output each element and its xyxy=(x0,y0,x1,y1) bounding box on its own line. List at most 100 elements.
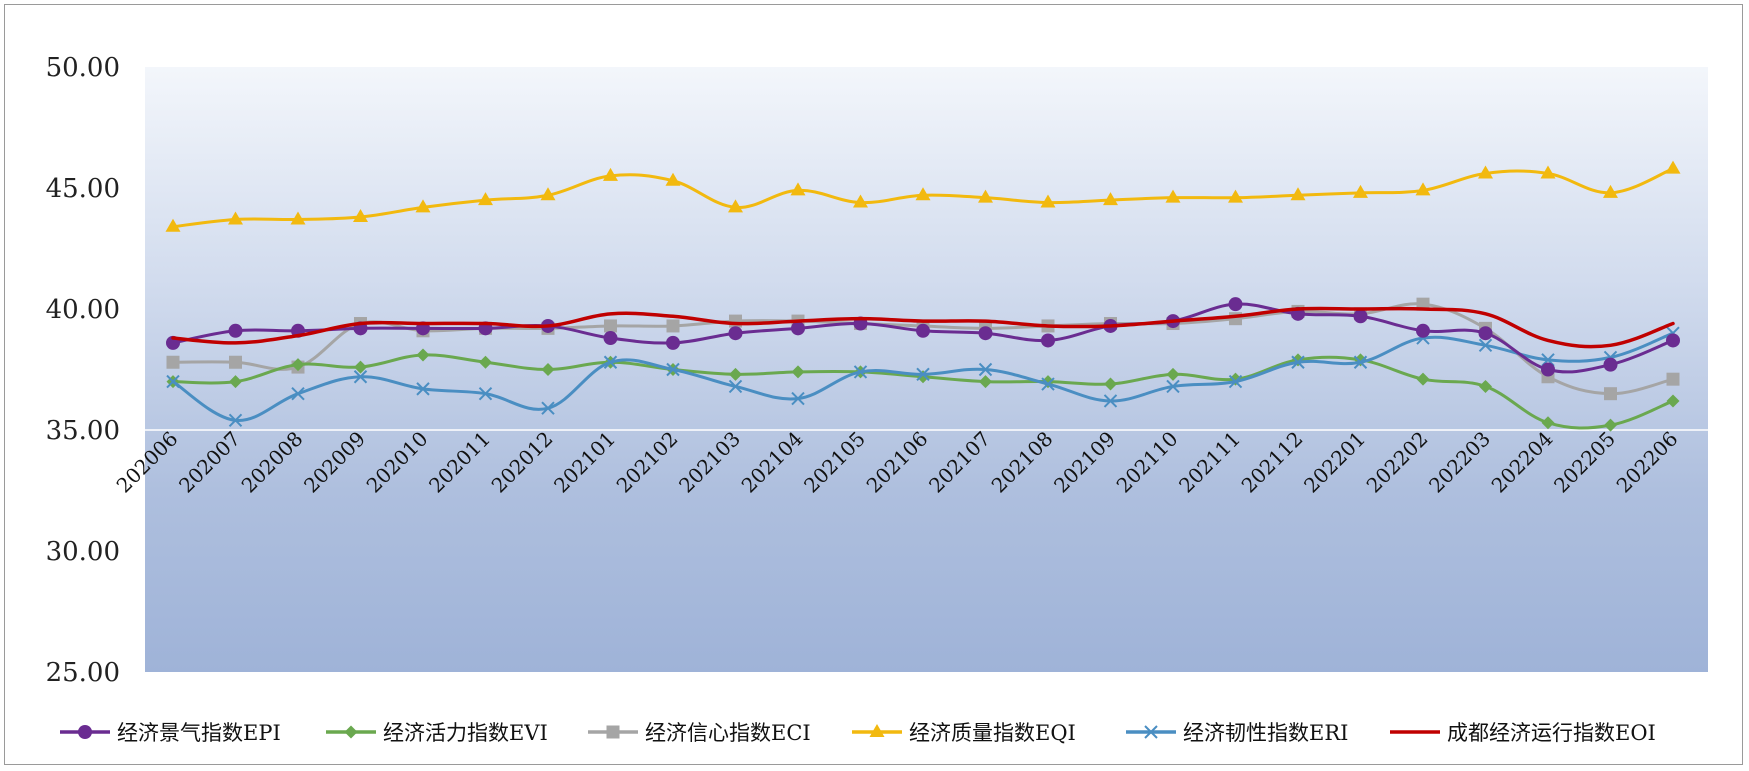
series-layer xyxy=(165,160,1681,432)
data-point-4 xyxy=(1478,338,1493,353)
data-point-0 xyxy=(666,335,680,350)
data-point-2 xyxy=(229,355,242,369)
data-point-3 xyxy=(1478,165,1493,179)
legend-label: 成都经济运行指数EOI xyxy=(1447,721,1656,745)
data-point-4 xyxy=(1291,355,1305,369)
data-point-2 xyxy=(604,319,617,333)
data-point-1 xyxy=(229,375,242,389)
data-point-0 xyxy=(228,323,243,338)
series-3 xyxy=(165,160,1681,232)
data-point-4 xyxy=(228,413,243,428)
data-point-4 xyxy=(1103,394,1118,408)
data-point-3 xyxy=(790,182,806,196)
data-point-3 xyxy=(915,187,931,201)
data-point-4 xyxy=(416,382,430,396)
data-point-0 xyxy=(1478,326,1493,341)
data-point-4 xyxy=(478,386,493,401)
data-point-4 xyxy=(978,362,993,377)
data-point-1 xyxy=(1666,394,1680,408)
data-point-3 xyxy=(415,199,431,213)
data-point-1 xyxy=(979,375,992,389)
data-point-1 xyxy=(479,355,492,369)
data-point-1 xyxy=(1104,377,1117,391)
data-point-3 xyxy=(1228,189,1243,203)
legend-swatch-marker xyxy=(869,724,885,737)
legend-swatch-marker xyxy=(606,725,620,739)
data-point-0 xyxy=(1416,323,1430,338)
data-point-4 xyxy=(1041,377,1055,391)
data-point-3 xyxy=(228,211,243,225)
data-point-1 xyxy=(291,358,305,372)
data-point-3 xyxy=(1103,192,1118,206)
y-tick-label: 35.00 xyxy=(46,416,120,446)
data-point-4 xyxy=(728,379,743,394)
data-point-3 xyxy=(853,194,868,208)
legend-label: 经济信心指数ECI xyxy=(645,721,811,745)
series-1 xyxy=(166,348,1680,432)
data-point-4 xyxy=(353,370,368,384)
data-point-3 xyxy=(1603,184,1618,198)
data-point-4 xyxy=(166,374,180,389)
data-point-0 xyxy=(1541,362,1555,377)
data-point-4 xyxy=(291,386,305,401)
legend-item-3: 经济质量指数EQI xyxy=(852,721,1076,745)
legend-label: 经济景气指数EPI xyxy=(117,721,281,745)
data-point-3 xyxy=(665,172,681,186)
data-point-3 xyxy=(1540,165,1556,179)
data-point-4 xyxy=(1166,379,1180,394)
data-point-1 xyxy=(791,365,805,379)
data-point-0 xyxy=(603,331,618,346)
data-point-3 xyxy=(290,211,306,225)
data-point-1 xyxy=(729,367,742,381)
data-point-3 xyxy=(728,199,743,213)
legend-swatch-marker xyxy=(344,725,358,739)
data-point-4 xyxy=(603,355,618,369)
data-point-4 xyxy=(853,365,868,379)
legend-item-4: 经济韧性指数ERI xyxy=(1126,721,1348,745)
data-point-0 xyxy=(1666,333,1680,348)
data-point-3 xyxy=(478,192,493,206)
data-point-0 xyxy=(728,326,743,341)
data-point-4 xyxy=(1353,355,1368,369)
legend-label: 经济韧性指数ERI xyxy=(1183,721,1348,745)
series-line-5 xyxy=(171,306,1675,349)
data-point-1 xyxy=(354,360,367,374)
data-point-3 xyxy=(1040,194,1056,208)
data-point-1 xyxy=(1604,418,1617,432)
legend-item-5: 成都经济运行指数EOI xyxy=(1390,721,1656,745)
data-point-1 xyxy=(1166,367,1180,381)
data-point-2 xyxy=(1604,387,1617,401)
data-point-1 xyxy=(1479,379,1492,393)
data-point-0 xyxy=(1603,357,1618,372)
data-point-2 xyxy=(729,314,742,328)
data-point-3 xyxy=(1665,160,1681,174)
y-tick-label: 40.00 xyxy=(46,295,120,325)
data-point-0 xyxy=(916,323,930,338)
legend-label: 经济质量指数EQI xyxy=(909,721,1076,745)
data-point-3 xyxy=(603,167,618,181)
data-point-4 xyxy=(541,401,555,415)
legend-swatch-marker xyxy=(78,725,92,739)
data-point-4 xyxy=(791,391,805,406)
y-tick-label: 30.00 xyxy=(46,537,120,567)
data-point-0 xyxy=(1041,333,1055,348)
data-point-3 xyxy=(1165,189,1181,203)
data-point-3 xyxy=(1415,182,1431,196)
data-point-2 xyxy=(166,355,180,369)
data-point-0 xyxy=(1353,309,1368,324)
data-point-0 xyxy=(978,326,993,341)
data-point-3 xyxy=(165,218,181,232)
data-point-3 xyxy=(978,189,993,203)
series-4 xyxy=(166,326,1680,428)
data-point-1 xyxy=(416,348,430,362)
data-point-1 xyxy=(541,363,555,376)
data-point-3 xyxy=(540,187,556,201)
y-tick-label: 25.00 xyxy=(46,658,120,688)
legend-item-2: 经济信心指数ECI xyxy=(588,721,811,745)
data-point-3 xyxy=(1290,187,1306,201)
y-axis-tick-labels: 50.00 45.00 40.00 35.00 30.00 25.00 xyxy=(46,53,120,688)
legend-label: 经济活力指数EVI xyxy=(383,721,548,745)
legend: 经济景气指数EPI 经济活力指数EVI 经济信心指数ECI 经济质量指数EQI 经济韧性… xyxy=(60,721,1656,745)
data-point-1 xyxy=(1541,416,1555,430)
